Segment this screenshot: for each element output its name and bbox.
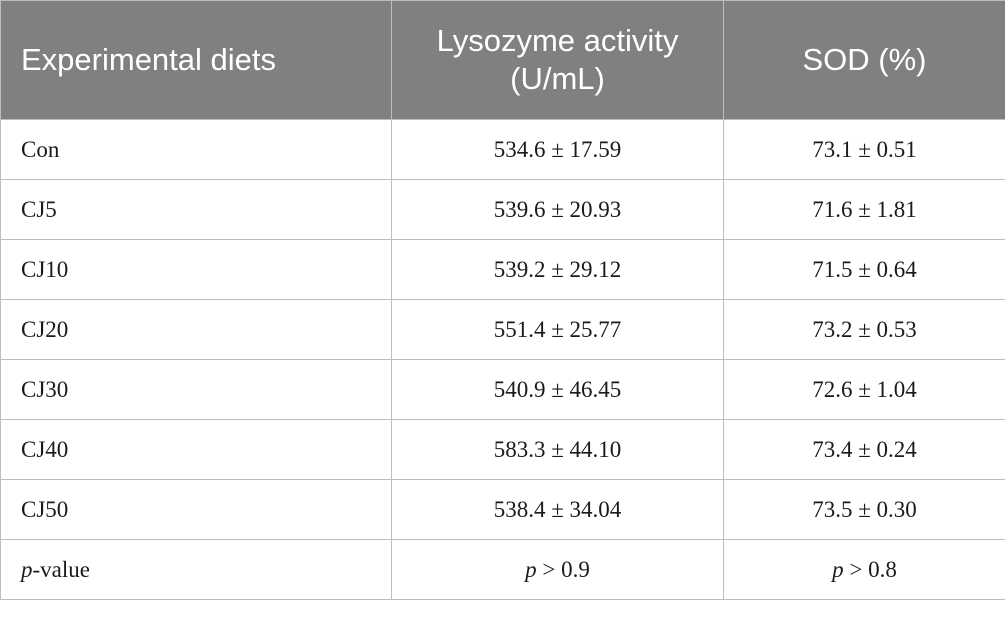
table-row: CJ30 540.9 ± 46.45 72.6 ± 1.04 bbox=[0, 359, 1005, 420]
sod-cell: 73.5 ± 0.30 bbox=[723, 479, 1005, 540]
sod-cell: 71.5 ± 0.64 bbox=[723, 239, 1005, 300]
diet-cell: CJ20 bbox=[0, 299, 392, 360]
sod-pvalue-text: > 0.8 bbox=[843, 556, 897, 582]
lysozyme-cell: 551.4 ± 25.77 bbox=[391, 299, 724, 360]
pvalue-label-italic: p bbox=[21, 556, 33, 582]
sod-cell: 73.2 ± 0.53 bbox=[723, 299, 1005, 360]
lysozyme-cell: 538.4 ± 34.04 bbox=[391, 479, 724, 540]
diet-cell: Con bbox=[0, 119, 392, 180]
lysozyme-cell: 539.6 ± 20.93 bbox=[391, 179, 724, 240]
pvalue-row: p-value p > 0.9 p > 0.8 bbox=[0, 539, 1005, 600]
header-lysozyme-activity: Lysozyme activity (U/mL) bbox=[391, 0, 724, 120]
sod-cell: 71.6 ± 1.81 bbox=[723, 179, 1005, 240]
lysozyme-cell: 534.6 ± 17.59 bbox=[391, 119, 724, 180]
table-row: CJ20 551.4 ± 25.77 73.2 ± 0.53 bbox=[0, 299, 1005, 360]
lysozyme-pvalue-cell: p > 0.9 bbox=[391, 539, 724, 600]
lysozyme-pvalue-text: > 0.9 bbox=[536, 556, 590, 582]
table-row: CJ10 539.2 ± 29.12 71.5 ± 0.64 bbox=[0, 239, 1005, 300]
lysozyme-pvalue-italic: p bbox=[525, 556, 537, 582]
sod-cell: 73.4 ± 0.24 bbox=[723, 419, 1005, 480]
header-sod: SOD (%) bbox=[723, 0, 1005, 120]
results-table: Experimental diets Lysozyme activity (U/… bbox=[0, 0, 1005, 600]
lysozyme-cell: 539.2 ± 29.12 bbox=[391, 239, 724, 300]
table-header: Experimental diets Lysozyme activity (U/… bbox=[0, 0, 1005, 120]
table-row: CJ5 539.6 ± 20.93 71.6 ± 1.81 bbox=[0, 179, 1005, 240]
header-row: Experimental diets Lysozyme activity (U/… bbox=[0, 0, 1005, 120]
sod-pvalue-italic: p bbox=[832, 556, 844, 582]
diet-cell: CJ50 bbox=[0, 479, 392, 540]
lysozyme-cell: 540.9 ± 46.45 bbox=[391, 359, 724, 420]
diet-cell: CJ5 bbox=[0, 179, 392, 240]
sod-cell: 72.6 ± 1.04 bbox=[723, 359, 1005, 420]
sod-pvalue-cell: p > 0.8 bbox=[723, 539, 1005, 600]
diet-cell: CJ40 bbox=[0, 419, 392, 480]
sod-cell: 73.1 ± 0.51 bbox=[723, 119, 1005, 180]
diet-cell: CJ10 bbox=[0, 239, 392, 300]
diet-cell: CJ30 bbox=[0, 359, 392, 420]
table-row: CJ50 538.4 ± 34.04 73.5 ± 0.30 bbox=[0, 479, 1005, 540]
pvalue-label-cell: p-value bbox=[0, 539, 392, 600]
pvalue-label-text: -value bbox=[32, 556, 90, 582]
lysozyme-cell: 583.3 ± 44.10 bbox=[391, 419, 724, 480]
table-row: CJ40 583.3 ± 44.10 73.4 ± 0.24 bbox=[0, 419, 1005, 480]
table-row: Con 534.6 ± 17.59 73.1 ± 0.51 bbox=[0, 119, 1005, 180]
header-experimental-diets: Experimental diets bbox=[0, 0, 392, 120]
table-body: Con 534.6 ± 17.59 73.1 ± 0.51 CJ5 539.6 … bbox=[0, 119, 1005, 600]
